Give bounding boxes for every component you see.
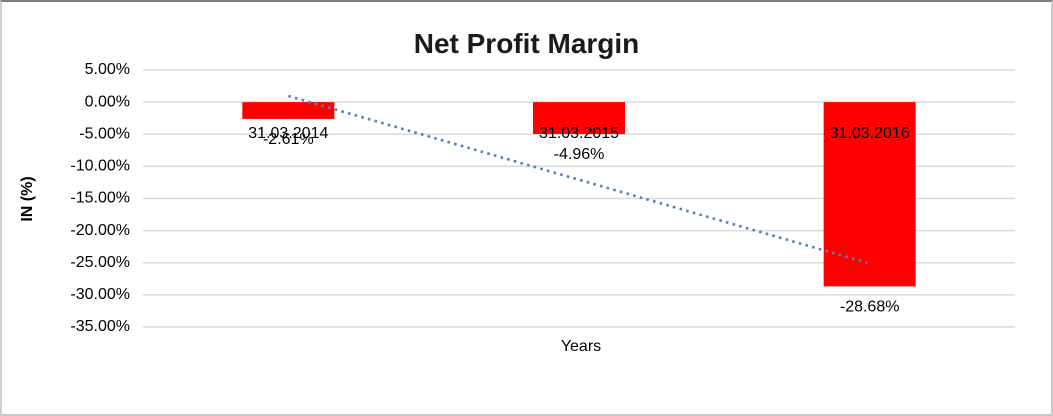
- trendline: [287, 94, 871, 265]
- y-tick-label: 5.00%: [85, 61, 130, 78]
- data-label: -28.68%: [840, 299, 900, 316]
- x-axis-title: Years: [560, 338, 602, 355]
- y-tick-label: -25.00%: [70, 254, 130, 271]
- y-tick-label: -35.00%: [70, 318, 130, 335]
- category-label: 31.03.2014: [248, 125, 328, 142]
- category-label: 31.03.2015: [539, 125, 619, 142]
- data-label: -4.96%: [554, 146, 605, 163]
- y-tick-label: -10.00%: [70, 158, 130, 175]
- y-tick-label: -15.00%: [70, 190, 130, 207]
- bar: [533, 102, 625, 134]
- y-tick-label: -5.00%: [79, 125, 130, 142]
- bar: [242, 102, 335, 119]
- category-label: 31.03.2016: [830, 125, 910, 142]
- y-tick-label: -20.00%: [70, 222, 130, 239]
- y-tick-label: -30.00%: [70, 286, 130, 303]
- chart-title: Net Profit Margin: [413, 28, 640, 59]
- data-label: -2.61%: [263, 131, 314, 148]
- y-tick-label: 0.00%: [85, 93, 130, 110]
